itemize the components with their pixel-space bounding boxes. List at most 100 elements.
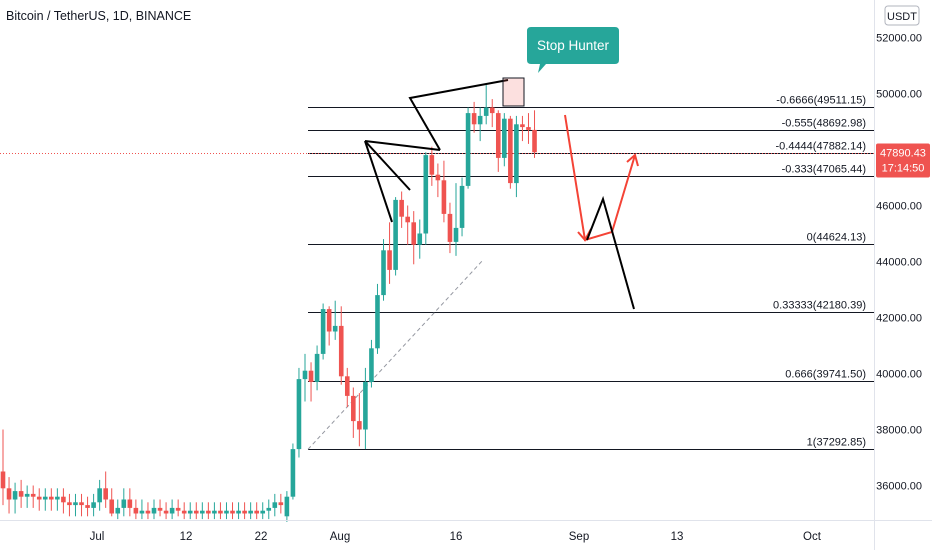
candle-body[interactable] <box>399 199 404 217</box>
candle-body[interactable] <box>441 180 447 214</box>
candle-body[interactable] <box>236 510 241 514</box>
candle-body[interactable] <box>193 510 199 514</box>
candle-body[interactable] <box>109 499 115 514</box>
black-projection-path[interactable] <box>586 195 635 310</box>
candle-body[interactable] <box>30 493 36 497</box>
candle-body[interactable] <box>127 499 133 508</box>
candle-body[interactable] <box>254 510 259 514</box>
candle-body[interactable] <box>169 507 175 514</box>
candle-body[interactable] <box>139 510 145 514</box>
candle-body[interactable] <box>121 499 127 508</box>
candle-body[interactable] <box>483 107 489 116</box>
candle-body[interactable] <box>489 107 495 114</box>
candle-body[interactable] <box>381 250 386 296</box>
candle-body[interactable] <box>224 510 229 514</box>
candle-body[interactable] <box>145 510 151 514</box>
candle-body[interactable] <box>133 507 139 514</box>
candle-body[interactable] <box>411 222 417 245</box>
candle-body[interactable] <box>12 491 18 500</box>
candle-body[interactable] <box>532 129 537 153</box>
candle-body[interactable] <box>18 491 24 497</box>
candle-body[interactable] <box>393 199 398 270</box>
candle-body[interactable] <box>79 502 84 506</box>
candle-body[interactable] <box>67 502 72 506</box>
candle-body[interactable] <box>296 379 302 450</box>
candle-body[interactable] <box>508 118 513 184</box>
candle-body[interactable] <box>375 295 380 349</box>
candle-body[interactable] <box>338 325 344 377</box>
candle-body[interactable] <box>514 124 519 184</box>
candle-body[interactable] <box>103 488 108 500</box>
candle-body[interactable] <box>423 155 429 234</box>
candle-body[interactable] <box>344 376 350 396</box>
candle-body[interactable] <box>248 510 253 514</box>
candle-body[interactable] <box>363 381 368 430</box>
pattern-drawing-line[interactable] <box>364 140 441 151</box>
candle-body[interactable] <box>405 216 410 223</box>
candle-body[interactable] <box>465 113 471 186</box>
candle-body[interactable] <box>181 510 187 514</box>
candle-body[interactable] <box>502 118 507 158</box>
candle-body[interactable] <box>447 213 453 242</box>
candle-body[interactable] <box>471 113 477 125</box>
candle-body[interactable] <box>429 155 435 175</box>
candle-body[interactable] <box>278 502 284 506</box>
candle-body[interactable] <box>453 227 459 242</box>
candle-body[interactable] <box>97 488 102 503</box>
candle-body[interactable] <box>266 507 272 511</box>
price-axis-panel[interactable] <box>874 0 932 550</box>
candle-body[interactable] <box>6 488 12 500</box>
candle-body[interactable] <box>435 174 441 181</box>
candle-body[interactable] <box>151 507 157 514</box>
candle-body[interactable] <box>320 309 326 354</box>
candle-body[interactable] <box>115 507 121 514</box>
pattern-drawing-line[interactable] <box>408 79 509 151</box>
candle-body[interactable] <box>369 348 374 382</box>
candle-body[interactable] <box>290 449 296 497</box>
candle-body[interactable] <box>242 510 247 514</box>
candle-body[interactable] <box>302 370 308 380</box>
candle-body[interactable] <box>230 510 235 514</box>
candle-body[interactable] <box>417 233 423 245</box>
fib-trend-dashed-line[interactable] <box>307 259 484 450</box>
candle-body[interactable] <box>175 507 181 511</box>
candle-body[interactable] <box>187 510 193 514</box>
candle-body[interactable] <box>272 502 278 508</box>
candle-body[interactable] <box>0 471 6 489</box>
candle-body[interactable] <box>42 496 48 500</box>
candle-body[interactable] <box>163 510 169 514</box>
candle-body[interactable] <box>212 510 217 514</box>
candle-body[interactable] <box>200 510 205 514</box>
candle-body[interactable] <box>55 496 60 500</box>
candle-body[interactable] <box>314 353 320 382</box>
candle-body[interactable] <box>326 309 332 332</box>
candle-body[interactable] <box>477 115 483 125</box>
candle-body[interactable] <box>332 325 338 332</box>
candle-body[interactable] <box>61 496 66 503</box>
candle-body[interactable] <box>284 496 290 517</box>
red-projection-path[interactable] <box>564 114 636 242</box>
candle-body[interactable] <box>91 502 96 508</box>
candle-body[interactable] <box>520 124 525 128</box>
candle-body[interactable] <box>24 493 30 497</box>
candle-body[interactable] <box>495 113 501 158</box>
candle-body[interactable] <box>357 421 362 430</box>
candle-body[interactable] <box>351 395 356 422</box>
stop-hunt-highlight-box[interactable] <box>502 77 525 107</box>
candle-body[interactable] <box>387 250 392 270</box>
stop-hunter-callout[interactable] <box>527 27 619 73</box>
candle-body[interactable] <box>206 510 211 514</box>
candle-body[interactable] <box>218 510 223 514</box>
candle-body[interactable] <box>49 496 54 500</box>
candle-body[interactable] <box>526 127 531 130</box>
candle-body[interactable] <box>308 370 314 382</box>
candle-body[interactable] <box>73 502 78 506</box>
candle-body[interactable] <box>157 507 163 511</box>
candle-body[interactable] <box>36 496 42 500</box>
currency-badge[interactable] <box>884 5 920 26</box>
candle-body[interactable] <box>459 185 465 228</box>
candle-body[interactable] <box>260 510 266 514</box>
candle-body[interactable] <box>85 505 90 508</box>
